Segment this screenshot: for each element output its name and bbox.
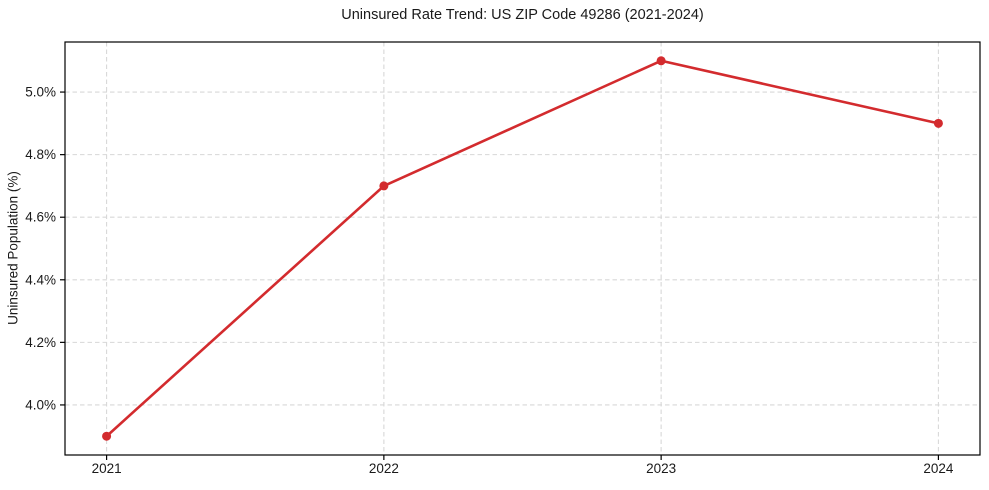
trend-line — [105, 59, 940, 438]
x-tick-label: 2021 — [92, 461, 122, 476]
x-tick-label: 2024 — [923, 461, 954, 476]
y-tick-label: 4.0% — [25, 397, 56, 412]
x-tick-label: 2022 — [369, 461, 399, 476]
y-tick-label: 4.2% — [25, 335, 56, 350]
chart-title: Uninsured Rate Trend: US ZIP Code 49286 … — [341, 7, 704, 23]
y-tick-label: 5.0% — [25, 85, 56, 100]
plot-border — [64, 41, 981, 456]
data-point-marker — [933, 118, 943, 128]
data-point-marker — [102, 431, 112, 441]
y-tick-label: 4.8% — [25, 147, 56, 162]
y-tick-label: 4.4% — [25, 272, 56, 287]
data-point-marker — [656, 56, 666, 66]
x-tick-label: 2023 — [646, 461, 676, 476]
y-tick-label: 4.6% — [25, 210, 56, 225]
data-point-marker — [379, 181, 389, 191]
